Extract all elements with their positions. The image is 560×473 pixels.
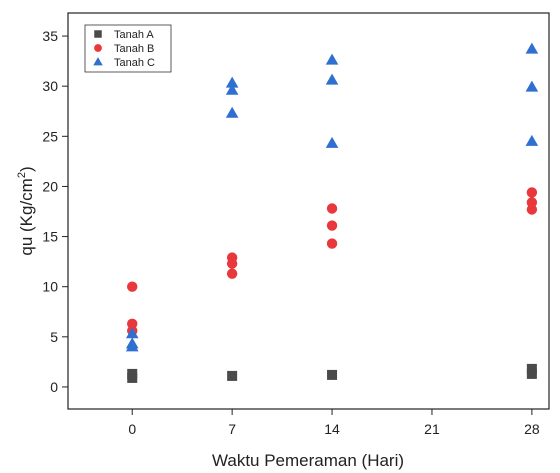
x-axis: 0 7 14 21 28 <box>128 409 540 437</box>
legend-label-tanah-b: Tanah B <box>114 43 154 55</box>
y-axis-title: qu (Kg/cm2) <box>16 166 36 255</box>
data-point-tanah-b <box>326 203 338 214</box>
data-point-tanah-b <box>226 258 238 269</box>
data-point-tanah-a <box>526 363 537 374</box>
data-point-tanah-c <box>125 327 139 339</box>
legend: Tanah A Tanah B Tanah C <box>84 24 172 73</box>
data-point-tanah-b <box>127 281 138 292</box>
y-tick-label: 25 <box>42 128 58 144</box>
data-point-tanah-b <box>526 187 538 198</box>
data-point-tanah-c <box>525 42 539 54</box>
data-point-tanah-a <box>526 368 537 379</box>
legend-marker-tanah-b <box>94 44 102 52</box>
y-tick-label: 0 <box>50 379 58 395</box>
y-tick-label: 35 <box>42 28 58 44</box>
data-point-tanah-b <box>326 238 338 249</box>
legend-marker-tanah-c <box>93 57 103 66</box>
data-point-tanah-a <box>327 369 338 380</box>
y-axis-title-end: ) <box>17 166 36 172</box>
y-axis-title-base: qu (Kg/cm <box>17 178 36 255</box>
y-tick-label: 20 <box>42 178 58 194</box>
data-point-tanah-c <box>225 76 239 88</box>
x-tick-label: 0 <box>128 421 136 437</box>
x-tick-label: 21 <box>424 421 440 437</box>
data-point-tanah-b <box>526 204 538 215</box>
data-point-tanah-a <box>127 368 138 379</box>
legend-label-tanah-a: Tanah A <box>114 29 154 41</box>
data-point-tanah-c <box>525 134 539 146</box>
data-point-tanah-c <box>525 80 539 92</box>
y-tick-label: 5 <box>50 329 58 345</box>
y-axis: 0 5 10 15 20 25 30 35 <box>42 28 68 395</box>
legend-marker-tanah-a <box>94 30 102 38</box>
data-point-tanah-a <box>227 370 238 381</box>
x-tick-label: 28 <box>524 421 540 437</box>
y-tick-label: 30 <box>42 78 58 94</box>
legend-label-tanah-c: Tanah C <box>114 57 155 69</box>
y-axis-title-superscript: 2 <box>16 172 28 178</box>
data-point-tanah-c <box>325 136 339 148</box>
x-axis-title: Waktu Pemeraman (Hari) <box>212 451 404 470</box>
data-markers <box>125 42 539 383</box>
data-point-tanah-b <box>326 220 338 231</box>
data-point-tanah-c <box>325 53 339 65</box>
data-point-tanah-c <box>225 83 239 95</box>
data-point-tanah-b <box>226 268 238 279</box>
plot-frame <box>67 12 550 410</box>
x-tick-label: 7 <box>228 421 236 437</box>
data-point-tanah-c <box>225 106 239 118</box>
x-tick-label: 14 <box>324 421 340 437</box>
y-tick-label: 10 <box>42 279 58 295</box>
data-point-tanah-c <box>125 340 139 352</box>
data-point-tanah-c <box>325 73 339 85</box>
y-tick-label: 15 <box>42 229 58 245</box>
